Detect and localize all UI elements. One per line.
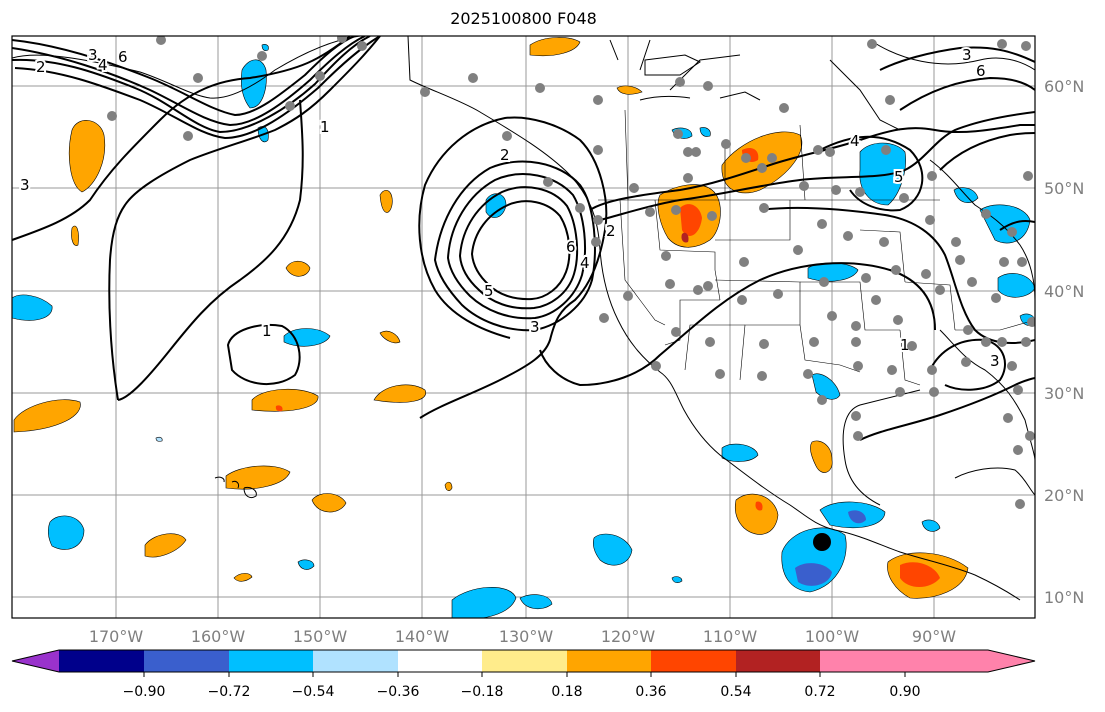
colorbar-tick-label: 0.72 — [804, 684, 835, 700]
lon-label: 160°W — [191, 627, 246, 646]
shaded-field — [12, 37, 1035, 618]
colorbar-tick-label: −0.36 — [377, 684, 420, 700]
lat-label: 60°N — [1044, 77, 1084, 96]
lat-label: 30°N — [1044, 384, 1084, 403]
station-markers — [107, 36, 1035, 509]
colorbar-tick-label: −0.54 — [292, 684, 335, 700]
lon-label: 120°W — [601, 627, 656, 646]
colorbar-segment — [398, 650, 482, 672]
coastlines — [12, 36, 1035, 601]
lon-label: 110°W — [703, 627, 758, 646]
colorbar-tick-label: 0.18 — [551, 684, 582, 700]
lon-label: 140°W — [395, 627, 450, 646]
contour-label: 4 — [580, 254, 590, 272]
longitude-axis: 170°W 160°W 150°W 140°W 130°W 120°W 110°… — [89, 627, 956, 646]
contour-label: 3 — [530, 318, 540, 336]
contour-label: 4 — [98, 56, 108, 74]
colorbar-tick-label: 0.90 — [889, 684, 920, 700]
contour-label: 2 — [606, 222, 616, 240]
colorbar-segment — [567, 650, 651, 672]
height-contours — [12, 36, 1035, 441]
colorbar: −0.90 −0.72 −0.54 −0.36 −0.18 0.18 0.36 … — [11, 649, 1036, 700]
contour-label: 2 — [36, 58, 46, 76]
colorbar-segment — [229, 650, 313, 672]
contour-label: 5 — [484, 282, 494, 300]
colorbar-segment — [736, 650, 820, 672]
colorbar-segment — [59, 650, 144, 672]
colorbar-tick-label: 0.54 — [720, 684, 751, 700]
map-frame — [11, 35, 1036, 619]
colorbar-segment — [144, 650, 229, 672]
storm-center-marker — [813, 533, 831, 551]
contour-label: 3 — [20, 176, 30, 194]
latitude-axis: 60°N 50°N 40°N 30°N 20°N 10°N — [1044, 77, 1084, 607]
colorbar-tick-label: −0.72 — [208, 684, 251, 700]
map-title: 2025100800 F048 — [450, 9, 597, 28]
colorbar-tick-label: 0.36 — [635, 684, 666, 700]
contour-label: 1 — [262, 322, 272, 340]
colorbar-segment — [313, 650, 398, 672]
colorbar-tick-label: −0.18 — [461, 684, 504, 700]
lon-label: 150°W — [293, 627, 348, 646]
lon-label: 90°W — [912, 627, 956, 646]
colorbar-tick-label: −0.90 — [123, 684, 166, 700]
colorbar-outline — [11, 649, 1036, 673]
lon-label: 170°W — [89, 627, 144, 646]
lat-label: 40°N — [1044, 282, 1084, 301]
contour-label: 3 — [962, 46, 972, 64]
map-area: 2 3 4 6 1 1 5 3 6 2 4 4 5 3 6 3 2 3 1 — [12, 36, 1035, 618]
contour-label: 1 — [320, 118, 330, 136]
contour-label: 5 — [894, 168, 904, 186]
colorbar-segment — [820, 650, 905, 672]
colorbar-min-extension — [12, 650, 59, 672]
contour-label: 3 — [88, 46, 98, 64]
contour-label: 6 — [566, 238, 576, 256]
lat-label: 50°N — [1044, 179, 1084, 198]
lon-label: 100°W — [805, 627, 860, 646]
contour-label: 6 — [976, 62, 986, 80]
colorbar-max-extension — [905, 650, 1035, 672]
contour-label: 4 — [850, 132, 860, 150]
graticule — [12, 36, 1035, 618]
contour-label: 3 — [990, 352, 1000, 370]
contour-label: 6 — [118, 48, 128, 66]
lat-label: 20°N — [1044, 486, 1084, 505]
lat-label: 10°N — [1044, 588, 1084, 607]
contour-labels: 2 3 4 6 1 1 5 3 6 2 4 4 5 3 6 3 2 3 1 — [18, 44, 1002, 372]
lon-label: 130°W — [499, 627, 554, 646]
contour-label: 2 — [500, 146, 510, 164]
colorbar-segment — [651, 650, 736, 672]
contour-label: 1 — [900, 336, 910, 354]
colorbar-segment — [482, 650, 567, 672]
